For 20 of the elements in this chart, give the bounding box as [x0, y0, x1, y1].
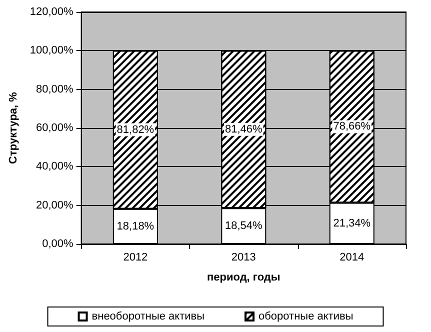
data-label: 81,46% [225, 123, 263, 136]
data-label: 18,54% [225, 220, 263, 232]
y-tick-label: 20,00% [36, 199, 74, 212]
data-label: 81,82% [116, 124, 154, 136]
x-axis-title: период, годы [207, 272, 280, 284]
y-tick-label: 60,00% [36, 122, 74, 134]
y-tick-label: 100,00% [30, 44, 74, 57]
data-label: 78,66% [333, 120, 371, 133]
y-tick-label: 120,00% [30, 6, 74, 18]
legend-label: оборотные активы [258, 310, 354, 322]
x-tick-label: 2014 [340, 252, 364, 264]
y-tick-label: 80,00% [36, 83, 74, 96]
y-tick-label: 0,00% [42, 238, 74, 250]
x-tick-label: 2013 [231, 252, 256, 264]
data-label: 21,34% [333, 217, 371, 230]
legend-label: внеоборотные активы [92, 310, 205, 322]
y-axis-title: Структура, % [8, 92, 20, 164]
y-tick-label: 40,00% [36, 160, 74, 173]
data-label: 18,18% [116, 220, 154, 232]
x-tick-label: 2012 [123, 252, 148, 264]
